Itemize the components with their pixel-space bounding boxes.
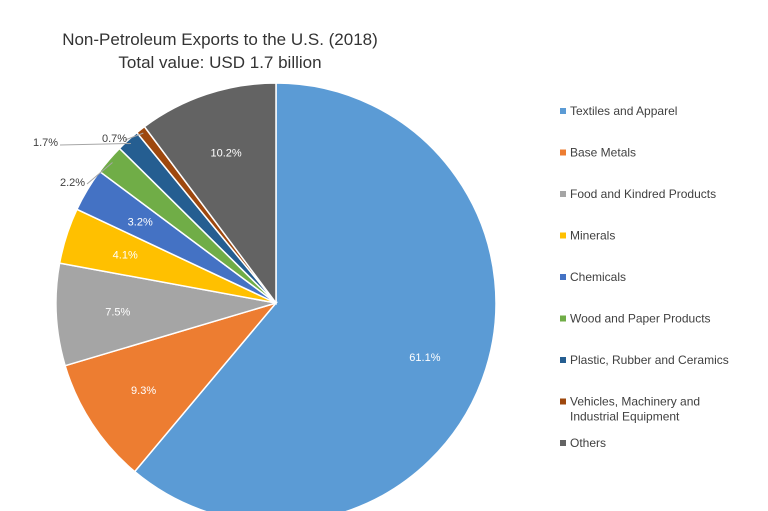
pie-slice-others bbox=[143, 82, 277, 306]
data-label-wood-and-paper-products: 2.2% bbox=[60, 177, 85, 189]
leader-line-plastic-rubber-and-ceramics bbox=[59, 143, 131, 146]
legend-label-food-and-kindred-products: Food and Kindred Products bbox=[570, 187, 716, 201]
legend-label-plastic-rubber-and-ceramics: Plastic, Rubber and Ceramics bbox=[570, 353, 729, 367]
legend-swatch-others bbox=[560, 440, 566, 446]
pie-slice-food-and-kindred-products bbox=[55, 262, 277, 367]
legend-swatch-plastic-rubber-and-ceramics bbox=[560, 357, 566, 363]
data-label-plastic-rubber-and-ceramics: 1.7% bbox=[33, 137, 58, 149]
legend-swatch-wood-and-paper-products bbox=[560, 315, 566, 322]
data-label-chemicals: 3.2% bbox=[128, 217, 153, 229]
chart-subtitle: Total value: USD 1.7 billion bbox=[118, 53, 322, 72]
legend-item-wood-and-paper-products: Wood and Paper Products bbox=[560, 312, 711, 326]
legend-swatch-textiles-and-apparel bbox=[560, 108, 566, 114]
pie-slice-textiles-and-apparel bbox=[133, 82, 497, 511]
legend-swatch-minerals bbox=[560, 232, 566, 239]
legend-label-others: Others bbox=[570, 436, 606, 450]
legend-swatch-chemicals bbox=[560, 274, 566, 280]
legend: Textiles and Apparel Base Metals Food and … bbox=[560, 104, 729, 450]
leader-line-vehicles-machinery-and-industrial-equipment bbox=[124, 132, 144, 141]
pie-slice-base-metals bbox=[64, 301, 279, 473]
pie-labels: 61.1% 9.3% 7.5% 4.1% 3.2% 2.2% 1.7% 0.7% 10.2% bbox=[33, 132, 441, 397]
legend-item-others: Others bbox=[560, 436, 606, 450]
legend-item-food-and-kindred-products: Food and Kindred Products bbox=[560, 187, 716, 201]
pie-slices bbox=[55, 82, 497, 511]
legend-label-minerals: Minerals bbox=[570, 229, 615, 243]
legend-swatch-vehicles-machinery-and-industrial-equipment bbox=[560, 398, 566, 405]
chart-title: Non-Petroleum Exports to the U.S. (2018) bbox=[62, 30, 378, 49]
legend-label-wood-and-paper-products: Wood and Paper Products bbox=[570, 312, 711, 326]
data-label-food-and-kindred-products: 7.5% bbox=[105, 307, 130, 319]
data-label-vehicles-machinery-and-industrial-equipment: 0.7% bbox=[102, 133, 127, 145]
data-label-base-metals: 9.3% bbox=[131, 385, 156, 397]
legend-label-base-metals: Base Metals bbox=[570, 146, 636, 160]
leader-line-wood-and-paper-products bbox=[86, 162, 113, 185]
data-label-minerals: 4.1% bbox=[113, 250, 138, 262]
legend-swatch-food-and-kindred-products bbox=[560, 191, 566, 197]
data-label-textiles-and-apparel: 61.1% bbox=[409, 352, 440, 364]
legend-item-vehicles-machinery-and-industrial-equipment: Vehicles, Machinery and Industrial Equipm… bbox=[560, 395, 700, 424]
legend-item-base-metals: Base Metals bbox=[560, 146, 636, 160]
legend-item-minerals: Minerals bbox=[560, 229, 615, 243]
legend-label-chemicals: Chemicals bbox=[570, 270, 626, 284]
data-label-others: 10.2% bbox=[210, 148, 241, 160]
legend-item-plastic-rubber-and-ceramics: Plastic, Rubber and Ceramics bbox=[560, 353, 729, 367]
legend-label-textiles-and-apparel: Textiles and Apparel bbox=[570, 104, 677, 118]
legend-swatch-base-metals bbox=[560, 149, 566, 156]
legend-item-chemicals: Chemicals bbox=[560, 270, 626, 284]
legend-label-vehicles-machinery-and-industrial-equipment: Vehicles, Machinery and Industrial Equipm… bbox=[570, 395, 700, 424]
legend-item-textiles-and-apparel: Textiles and Apparel bbox=[560, 104, 677, 118]
